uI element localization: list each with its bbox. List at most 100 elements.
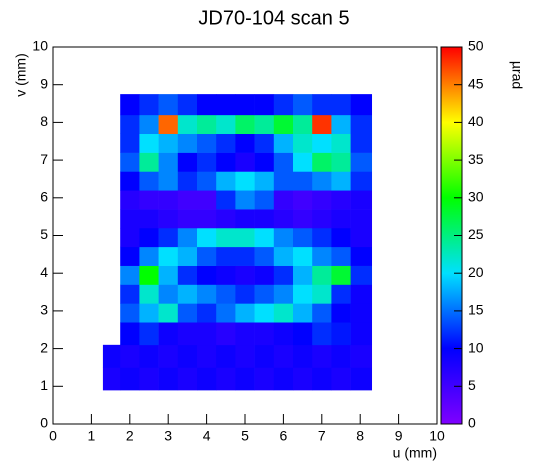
heatmap-cell [312,190,332,210]
heatmap-cell [120,171,140,191]
heatmap-cell [177,265,198,285]
heatmap-cell [273,94,294,116]
heatmap-cell [197,114,217,135]
heatmap-cell [293,209,313,229]
heatmap-cell [139,209,159,229]
heatmap-cell [139,265,159,285]
colorbar-tick-label: 35 [468,151,484,167]
heatmap-cell [273,152,294,172]
heatmap-cell [312,322,332,346]
heatmap-cell [350,284,373,304]
y-tick-label: 3 [40,302,48,318]
x-tick-label: 4 [203,428,211,444]
colorbar-tick-label: 30 [468,189,484,205]
heatmap-cell [158,190,179,210]
heatmap-cell [158,227,179,248]
heatmap-cell [293,227,313,248]
heatmap-cell [312,152,332,172]
heatmap-cell [273,303,294,323]
heatmap-cell [350,303,373,323]
heatmap-cell [216,303,236,323]
heatmap-cell [139,303,159,323]
heatmap-cell [273,190,294,210]
heatmap-cell [102,344,121,368]
heatmap-cell [273,265,294,285]
heatmap-cell [331,265,351,285]
heatmap-cell [120,227,140,248]
heatmap-cell [235,133,255,153]
heatmap-cell [312,246,332,266]
heatmap-cell [273,246,294,266]
heatmap-cell [120,344,140,368]
heatmap-cell [293,133,313,153]
heatmap-cell [331,114,351,135]
heatmap-cell [254,265,275,285]
heatmap-cell [350,344,373,368]
heatmap-cell [139,322,159,346]
heatmap-cell [331,94,351,116]
heatmap-cell [158,171,179,191]
heatmap-cell [177,133,198,153]
heatmap-cell [120,367,140,391]
heatmap-cell [158,303,179,323]
heatmap-cell [139,133,159,153]
heatmap-cell [158,367,179,391]
colorbar-tick-label: 15 [468,302,484,318]
x-tick-label: 8 [356,428,364,444]
colorbar-label: µrad [509,61,525,89]
heatmap-cell [312,94,332,116]
heatmap-cell [293,284,313,304]
heatmap-cell [120,303,140,323]
heatmap-cell [235,171,255,191]
heatmap-cell [177,209,198,229]
heatmap-cell [254,284,275,304]
heatmap-cell [139,246,159,266]
heatmap-cell [139,344,159,368]
heatmap-cell [312,284,332,304]
colorbar-tick-label: 45 [468,75,484,91]
heatmap-cell [293,152,313,172]
heatmap-cell [350,171,373,191]
heatmap-cell [235,322,255,346]
heatmap-cell [216,133,236,153]
heatmap-cell [273,133,294,153]
heatmap-cell [120,152,140,172]
heatmap-cell [197,209,217,229]
heatmap-cell [197,171,217,191]
heatmap-cell [197,133,217,153]
y-tick-label: 1 [40,377,48,393]
heatmap-cell [312,303,332,323]
heatmap-cell [216,227,236,248]
heatmap-cell [177,284,198,304]
heatmap-cell [235,246,255,266]
heatmap-cell [139,152,159,172]
heatmap-cell [350,246,373,266]
heatmap-cell [120,94,140,116]
heatmap-cell [139,227,159,248]
heatmap-cell [235,344,255,368]
colorbar-tick-label: 0 [468,415,476,431]
heatmap-cell [312,209,332,229]
heatmap-cell [158,94,179,116]
heatmap-cell [216,284,236,304]
heatmap-cell [312,171,332,191]
heatmap-cell [120,284,140,304]
heatmap-cell [331,367,351,391]
heatmap-cell [254,246,275,266]
heatmap-cell [331,171,351,191]
heatmap-cell [293,114,313,135]
heatmap-cell [197,322,217,346]
heatmap-cell [254,227,275,248]
x-tick-label: 10 [429,428,445,444]
heatmap-cell [293,190,313,210]
heatmap-cell [273,114,294,135]
heatmap-cell [254,190,275,210]
colorbar-tick-label: 5 [468,377,476,393]
heatmap-cell [331,133,351,153]
heatmap-cell [120,114,140,135]
x-tick-label: 0 [49,428,57,444]
heatmap-cell [120,322,140,346]
heatmap-cell [350,152,373,172]
heatmap-cell [216,367,236,391]
